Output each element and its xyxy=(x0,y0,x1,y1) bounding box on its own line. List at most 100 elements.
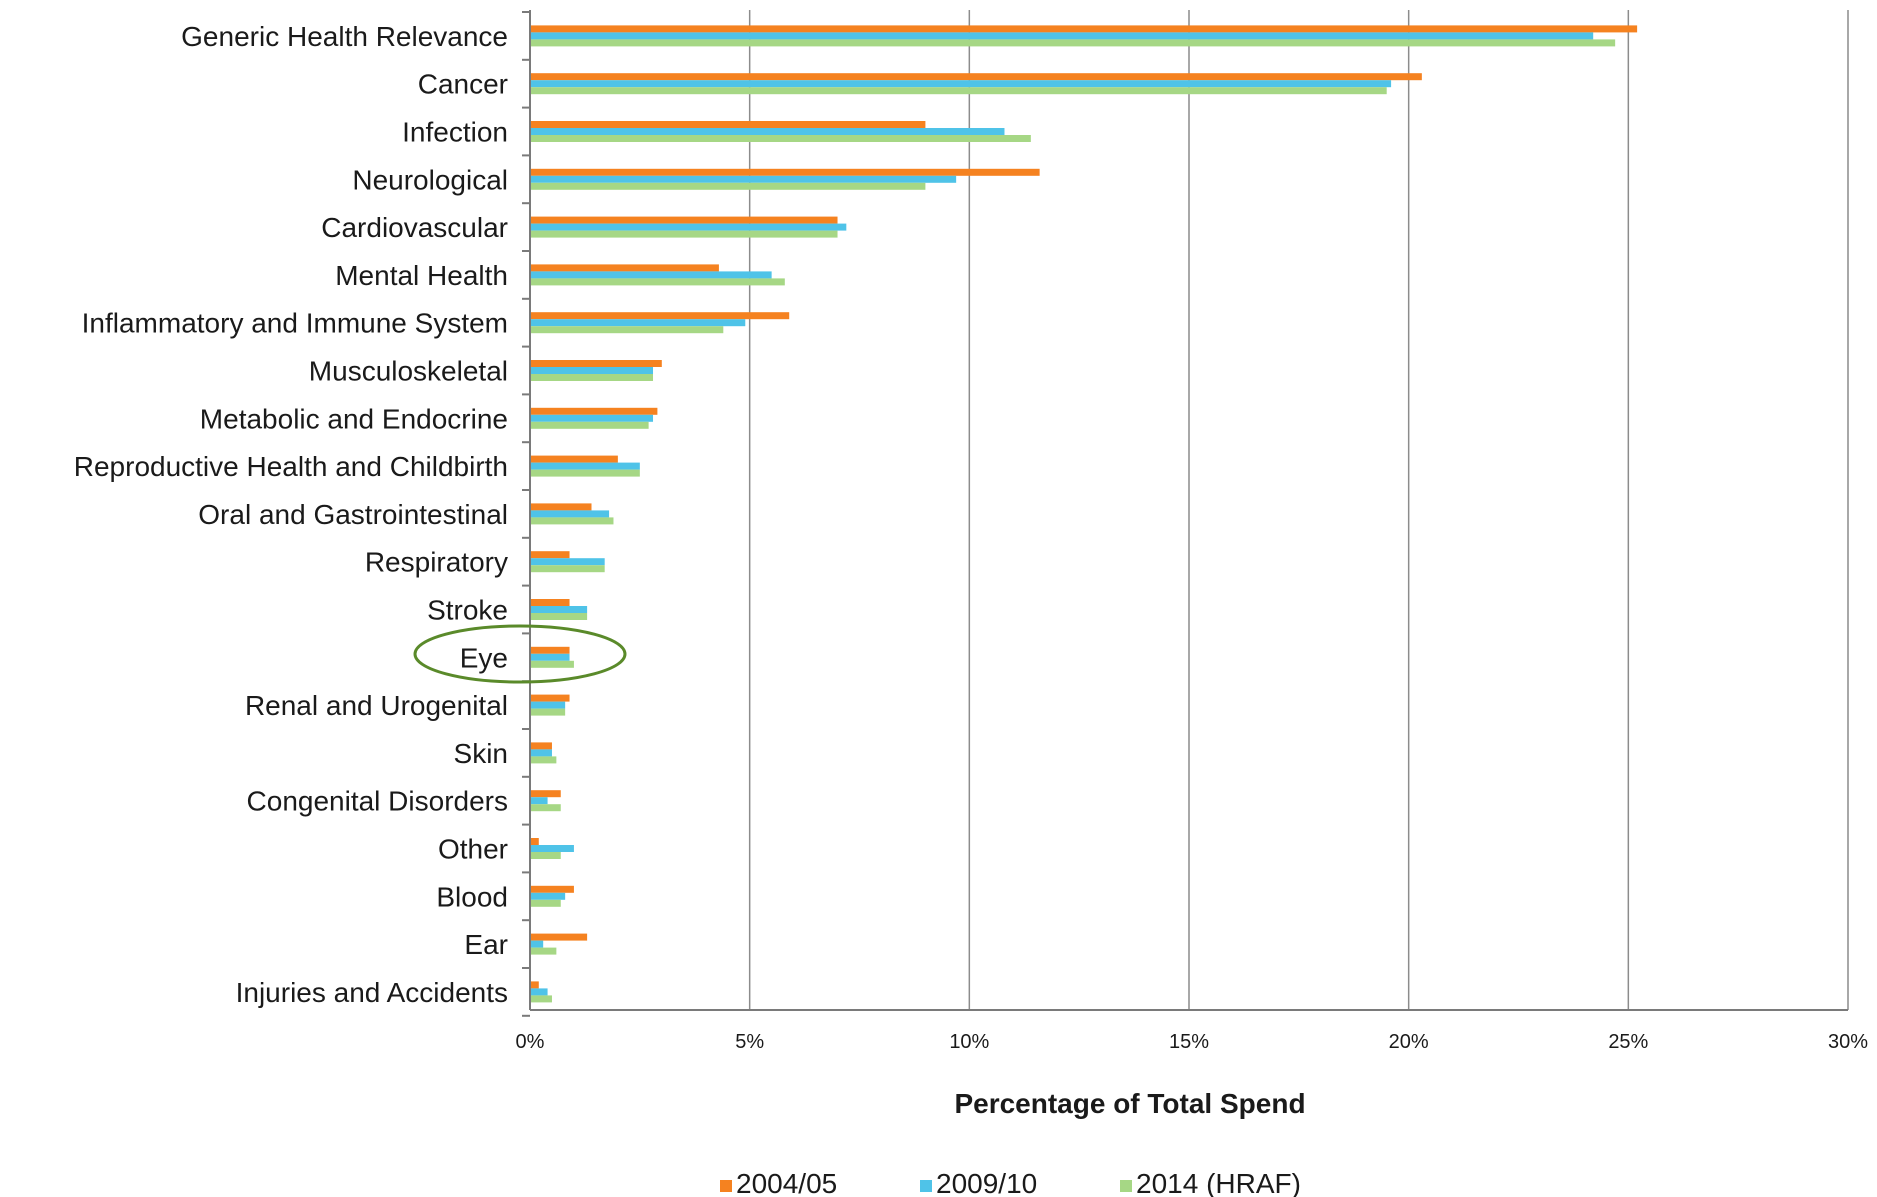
bars xyxy=(530,25,1638,1003)
bar xyxy=(530,749,552,757)
category-label: Ear xyxy=(464,929,508,960)
bar xyxy=(530,230,838,238)
bar xyxy=(530,455,618,463)
bar xyxy=(530,694,570,702)
bar xyxy=(530,701,566,709)
bar xyxy=(530,326,724,334)
bar xyxy=(530,660,574,668)
category-label: Other xyxy=(438,834,508,865)
x-tick-label: 25% xyxy=(1608,1031,1648,1053)
bar xyxy=(530,462,640,470)
bar xyxy=(530,182,926,190)
legend-label: 2004/05 xyxy=(736,1168,837,1197)
bar xyxy=(530,845,574,852)
bar xyxy=(530,558,605,566)
category-label: Cancer xyxy=(418,69,508,100)
bar xyxy=(530,175,957,183)
bar xyxy=(530,599,570,606)
bar xyxy=(530,517,614,525)
legend: 2004/05 2009/10 2014 (HRAF) xyxy=(720,1168,1301,1197)
bar xyxy=(530,264,719,272)
bar xyxy=(530,708,566,716)
bar xyxy=(530,742,552,750)
category-label: Congenital Disorders xyxy=(247,786,508,817)
bar xyxy=(530,223,847,231)
bar xyxy=(530,374,654,381)
category-labels: Generic Health Relevance Cancer Infection N… xyxy=(74,21,508,1008)
category-label: Renal and Urogenital xyxy=(245,690,508,721)
bar xyxy=(530,128,1005,135)
bar xyxy=(530,503,592,511)
bar xyxy=(530,168,1040,176)
bar xyxy=(530,80,1392,88)
bar xyxy=(530,892,566,900)
category-label: Oral and Gastrointestinal xyxy=(198,499,508,530)
x-axis-title: Percentage of Total Spend xyxy=(954,1088,1305,1119)
bar xyxy=(530,278,785,286)
bar xyxy=(530,899,561,907)
category-label: Metabolic and Endocrine xyxy=(200,403,508,434)
bar xyxy=(530,367,654,374)
category-label: Respiratory xyxy=(365,547,508,578)
category-label: Musculoskeletal xyxy=(309,356,508,387)
x-tick-label: 5% xyxy=(735,1031,764,1053)
bar xyxy=(530,613,588,620)
bar xyxy=(530,838,539,845)
legend-label: 2014 (HRAF) xyxy=(1136,1168,1301,1197)
axes xyxy=(522,10,1848,1017)
category-label: Neurological xyxy=(352,164,508,195)
legend-swatch xyxy=(1120,1180,1132,1192)
bar xyxy=(530,565,605,573)
bar xyxy=(530,407,658,415)
bar xyxy=(530,421,649,429)
bar xyxy=(530,653,570,661)
x-tick-label: 20% xyxy=(1389,1031,1429,1053)
gridlines xyxy=(748,10,1849,1010)
x-tick-label: 30% xyxy=(1828,1031,1868,1053)
category-label: Reproductive Health and Childbirth xyxy=(74,451,508,482)
bar xyxy=(530,797,548,805)
bar xyxy=(530,312,790,320)
bar xyxy=(530,790,561,798)
bar xyxy=(530,988,548,996)
bar xyxy=(530,756,557,764)
bar xyxy=(530,73,1422,81)
bar xyxy=(530,319,746,327)
x-tick-label: 15% xyxy=(1169,1031,1209,1053)
legend-swatch xyxy=(920,1180,932,1192)
category-label: Inflammatory and Immune System xyxy=(82,308,508,339)
category-label: Infection xyxy=(402,117,508,148)
bar xyxy=(530,981,539,989)
bar xyxy=(530,271,772,279)
bar xyxy=(530,995,552,1003)
bar xyxy=(530,360,662,367)
x-tick-labels: 0% 5% 10% 15% 20% 25% 30% xyxy=(516,1031,1869,1053)
bar xyxy=(530,39,1616,47)
bar xyxy=(530,551,570,559)
bar xyxy=(530,121,926,128)
bar xyxy=(530,646,570,654)
highlight-ellipse xyxy=(413,624,627,684)
bar xyxy=(530,25,1638,33)
bar xyxy=(530,852,561,859)
x-tick-label: 10% xyxy=(949,1031,989,1053)
legend-label: 2009/10 xyxy=(936,1168,1037,1197)
category-label: Blood xyxy=(436,881,508,912)
category-label: Injuries and Accidents xyxy=(236,977,508,1008)
bar xyxy=(530,135,1031,142)
bar xyxy=(530,510,610,518)
category-label: Mental Health xyxy=(335,260,508,291)
x-tick-label: 0% xyxy=(516,1031,545,1053)
bar xyxy=(530,947,557,955)
category-label: Generic Health Relevance xyxy=(181,21,508,52)
category-label: Eye xyxy=(460,642,508,673)
bar xyxy=(530,804,561,812)
bar xyxy=(530,469,640,477)
category-label: Stroke xyxy=(427,595,508,626)
bar xyxy=(530,606,588,613)
bar xyxy=(530,885,574,893)
legend-swatch xyxy=(720,1180,732,1192)
bar xyxy=(530,216,838,224)
category-label: Skin xyxy=(454,738,508,769)
